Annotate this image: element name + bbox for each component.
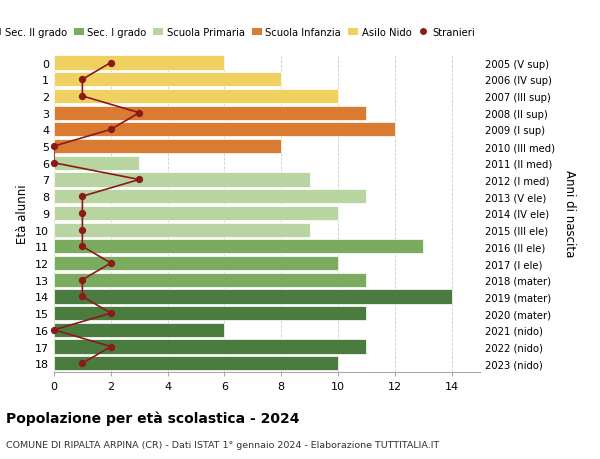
Point	[106, 60, 116, 67]
Point	[77, 276, 87, 284]
Bar	[54, 140, 281, 154]
Point	[77, 210, 87, 217]
Bar	[54, 106, 367, 121]
Bar	[54, 273, 367, 287]
Bar	[54, 340, 367, 354]
Bar	[54, 207, 338, 220]
Bar	[54, 56, 224, 71]
Point	[134, 176, 144, 184]
Bar	[54, 290, 452, 304]
Point	[134, 110, 144, 117]
Y-axis label: Anni di nascita: Anni di nascita	[563, 170, 576, 257]
Bar	[54, 90, 338, 104]
Bar	[54, 190, 367, 204]
Point	[49, 143, 59, 151]
Point	[77, 226, 87, 234]
Point	[106, 126, 116, 134]
Bar	[54, 173, 310, 187]
Bar	[54, 306, 367, 320]
Point	[77, 360, 87, 367]
Point	[106, 343, 116, 351]
Text: Popolazione per età scolastica - 2024: Popolazione per età scolastica - 2024	[6, 411, 299, 425]
Bar	[54, 73, 281, 87]
Point	[77, 193, 87, 201]
Point	[49, 160, 59, 167]
Legend: Sec. II grado, Sec. I grado, Scuola Primaria, Scuola Infanzia, Asilo Nido, Stran: Sec. II grado, Sec. I grado, Scuola Prim…	[0, 24, 479, 42]
Point	[77, 93, 87, 101]
Bar	[54, 157, 139, 170]
Point	[77, 293, 87, 301]
Bar	[54, 323, 224, 337]
Point	[106, 260, 116, 267]
Bar	[54, 356, 338, 370]
Point	[77, 243, 87, 251]
Bar	[54, 123, 395, 137]
Bar	[54, 240, 423, 254]
Point	[49, 326, 59, 334]
Text: COMUNE DI RIPALTA ARPINA (CR) - Dati ISTAT 1° gennaio 2024 - Elaborazione TUTTIT: COMUNE DI RIPALTA ARPINA (CR) - Dati IST…	[6, 440, 439, 449]
Point	[106, 310, 116, 317]
Bar	[54, 257, 338, 270]
Point	[77, 76, 87, 84]
Bar	[54, 223, 310, 237]
Y-axis label: Età alunni: Età alunni	[16, 184, 29, 243]
